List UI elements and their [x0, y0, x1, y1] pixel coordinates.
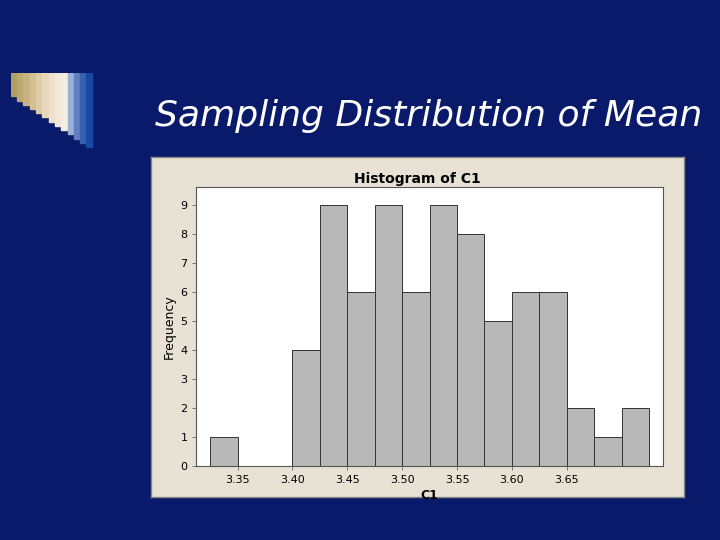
Bar: [512, 292, 539, 466]
Bar: [11, 73, 17, 96]
Bar: [402, 292, 430, 466]
Bar: [74, 73, 80, 139]
Bar: [210, 437, 238, 466]
Text: Histogram of C1: Histogram of C1: [354, 172, 481, 186]
Bar: [42, 73, 48, 118]
Bar: [30, 73, 36, 109]
Bar: [594, 437, 621, 466]
Bar: [292, 350, 320, 466]
Bar: [23, 73, 30, 105]
Bar: [567, 408, 594, 466]
Bar: [457, 234, 485, 466]
Bar: [49, 73, 55, 122]
Bar: [17, 73, 23, 100]
Bar: [80, 73, 86, 143]
Bar: [539, 292, 567, 466]
Bar: [55, 73, 61, 126]
Bar: [347, 292, 374, 466]
Bar: [36, 73, 42, 113]
Text: Sampling Distribution of Mean: Sampling Distribution of Mean: [155, 99, 702, 133]
Bar: [86, 73, 92, 147]
Bar: [61, 73, 67, 130]
X-axis label: C1: C1: [420, 489, 438, 502]
Bar: [374, 205, 402, 466]
Bar: [320, 205, 347, 466]
Bar: [430, 205, 457, 466]
Bar: [621, 408, 649, 466]
Y-axis label: Frequency: Frequency: [163, 294, 176, 359]
Bar: [68, 73, 73, 134]
Bar: [485, 321, 512, 466]
